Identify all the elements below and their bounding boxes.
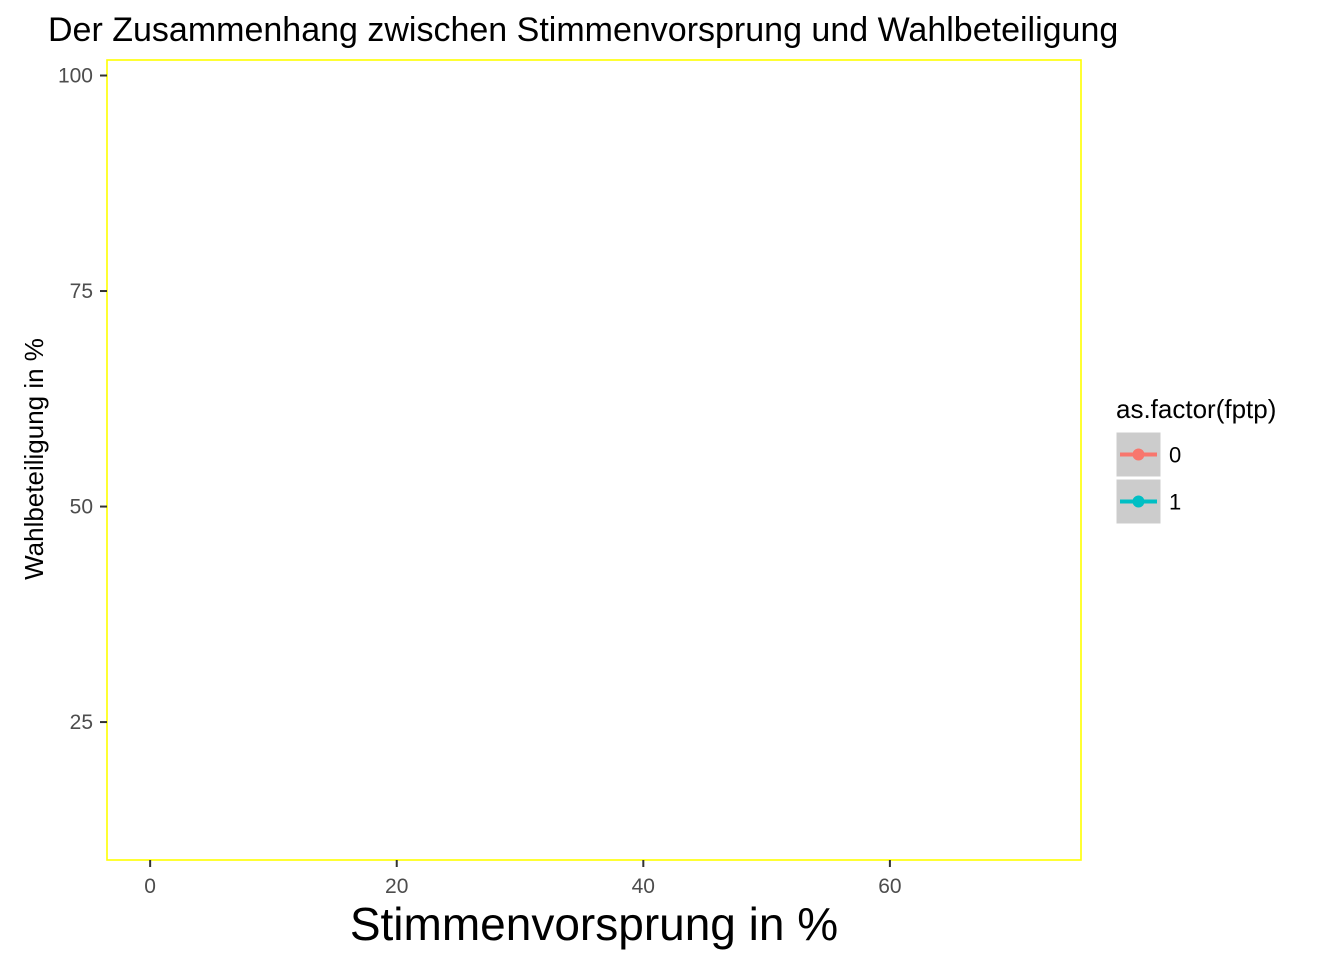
x-tick-label: 40 xyxy=(632,875,655,898)
legend-label-0: 0 xyxy=(1169,443,1181,468)
y-tick-label: 50 xyxy=(70,496,93,519)
x-tick-label: 20 xyxy=(385,875,408,898)
legend-point-0 xyxy=(1132,448,1145,461)
legend-label-1: 1 xyxy=(1169,490,1181,515)
legend-title: as.factor(fptp) xyxy=(1116,394,1276,424)
x-axis-label: Stimmenvorsprung in % xyxy=(350,898,838,950)
plot-panel xyxy=(107,60,1081,860)
legend: 01 xyxy=(1115,431,1181,525)
x-tick-label: 60 xyxy=(878,875,901,898)
plot-border xyxy=(106,59,1082,861)
chart-title: Der Zusammenhang zwischen Stimmenvorspru… xyxy=(48,11,1118,49)
legend-point-1 xyxy=(1132,495,1145,508)
y-tick-label: 25 xyxy=(70,711,93,734)
y-tick-label: 100 xyxy=(58,65,93,88)
y-tick-label: 75 xyxy=(70,280,93,303)
y-axis-label: Wahlbeteiligung in % xyxy=(19,338,49,580)
plot-layer: 25 50 75 100 0 20 40 60 xyxy=(58,59,1082,898)
x-tick-label: 0 xyxy=(144,875,156,898)
